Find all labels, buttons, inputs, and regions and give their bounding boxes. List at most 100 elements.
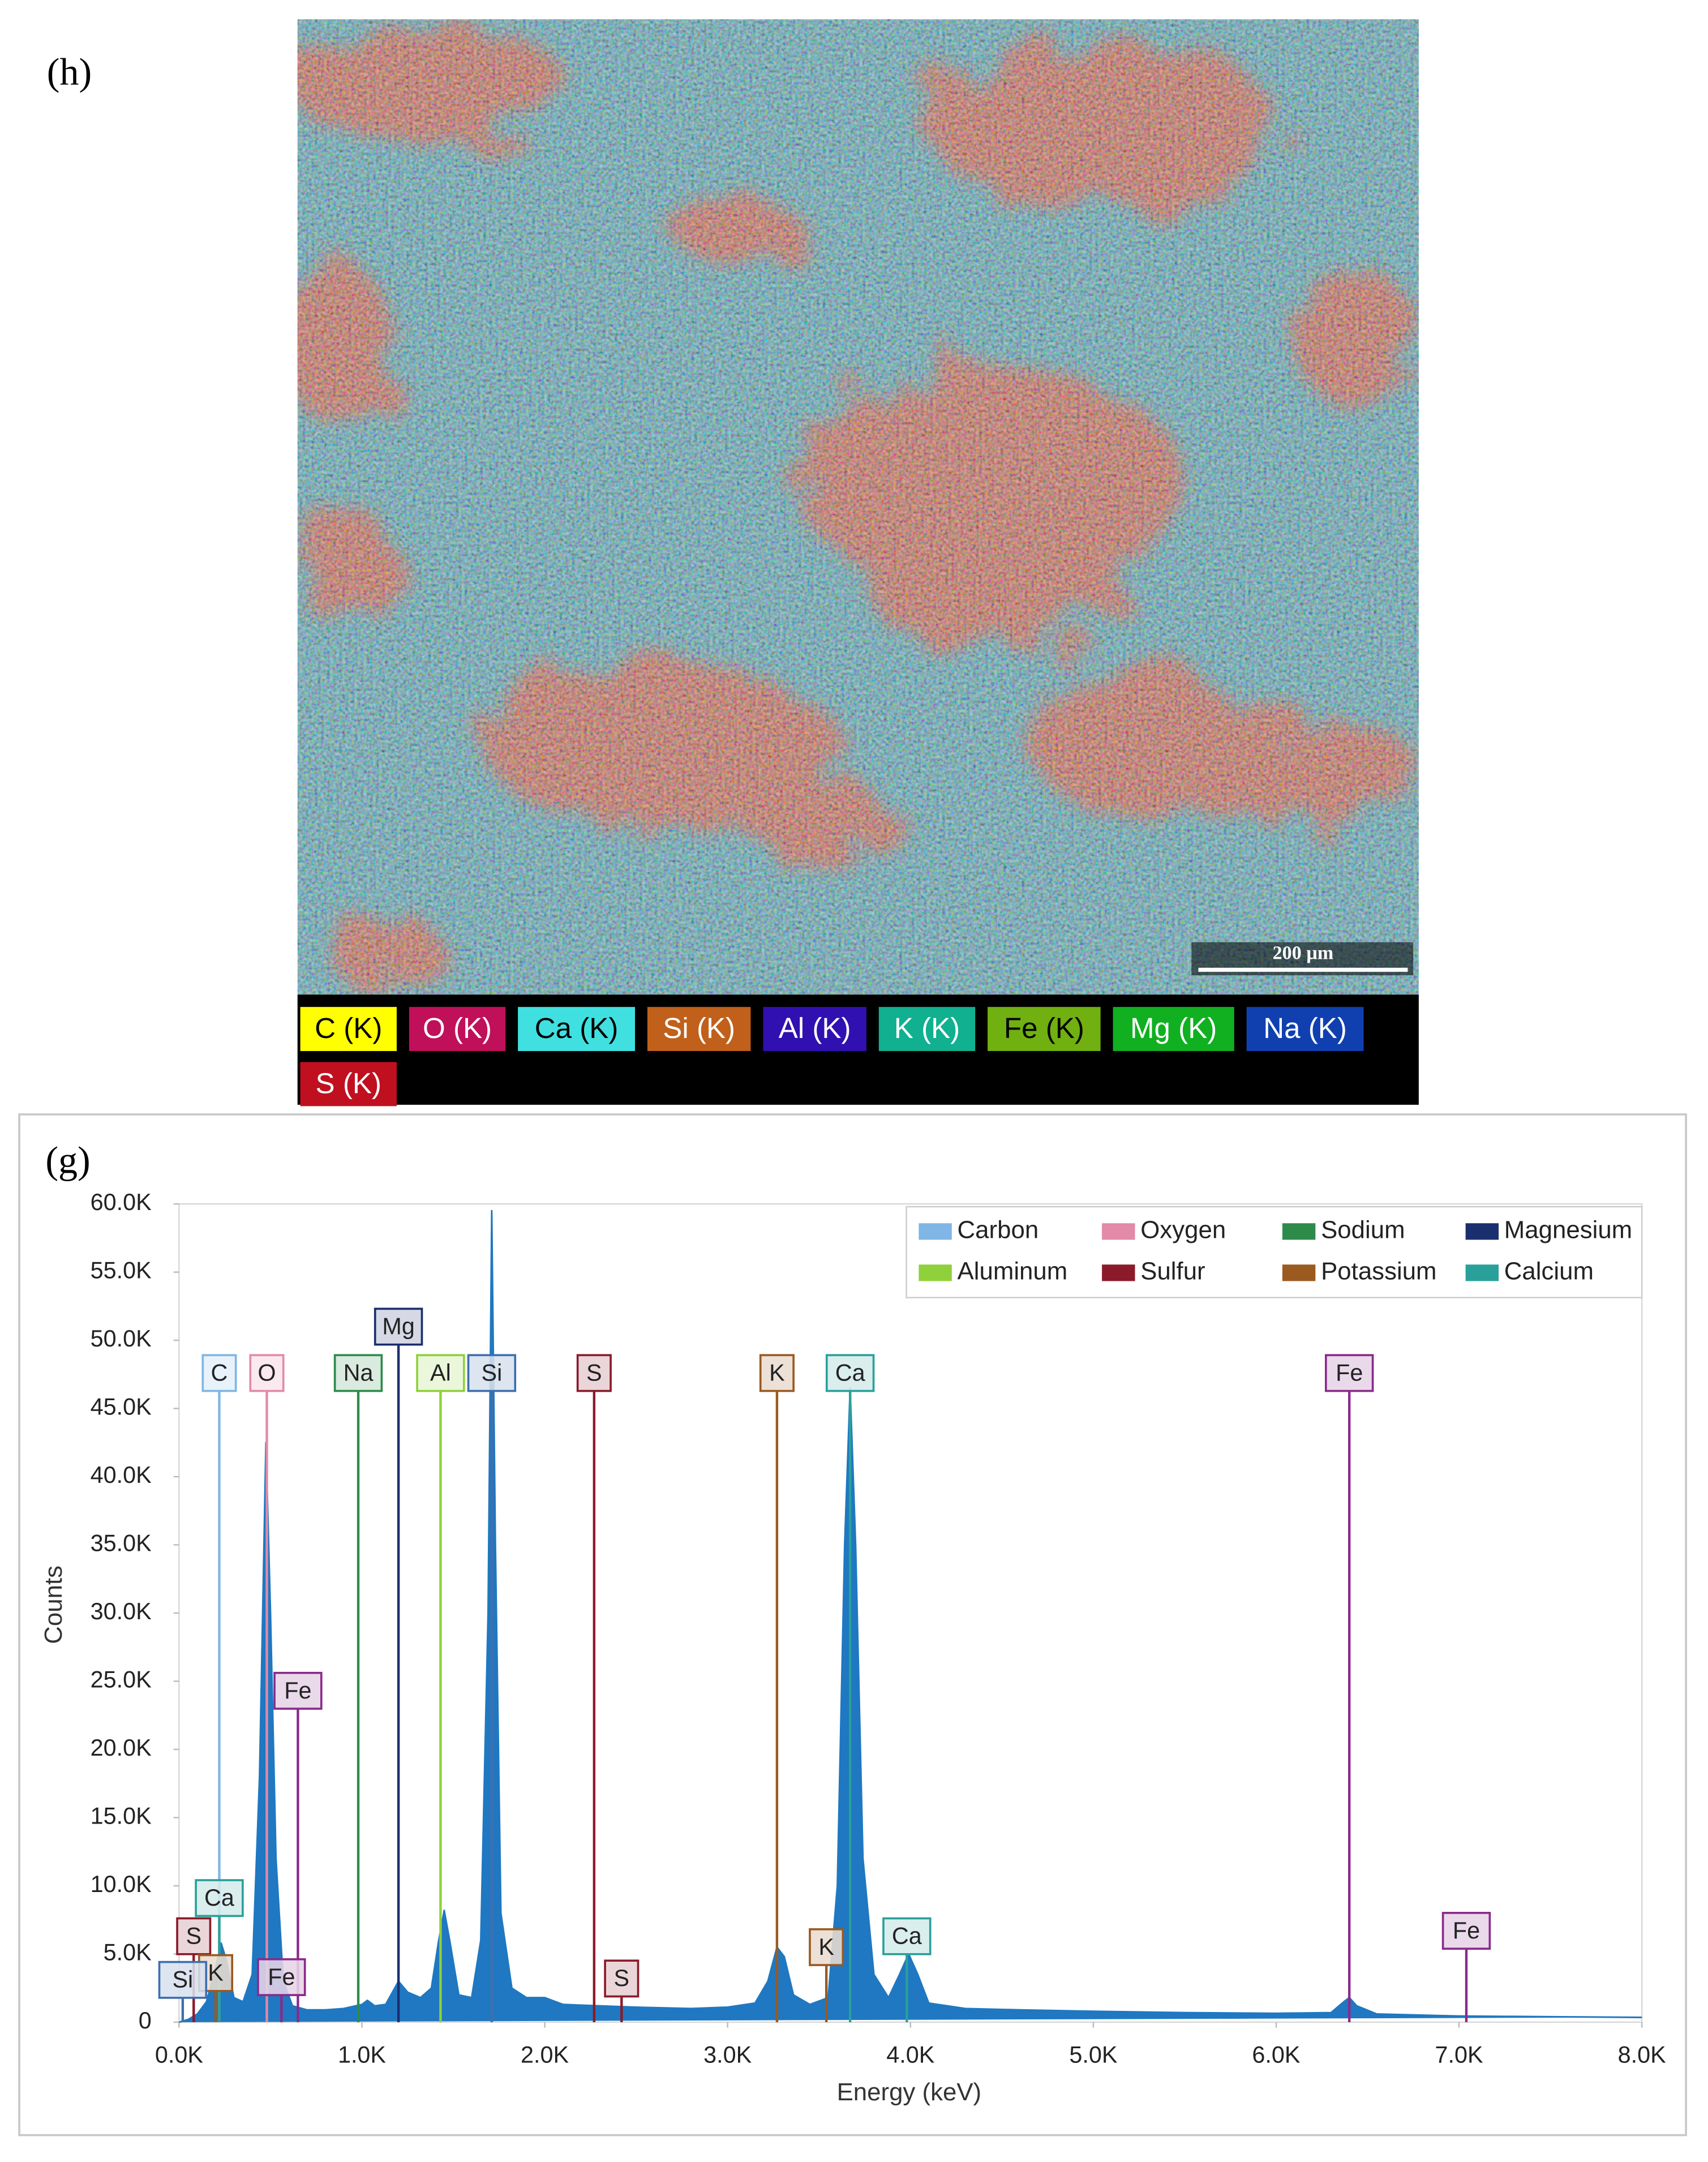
peak-label-tint bbox=[258, 1959, 305, 1996]
legend-swatch bbox=[409, 1007, 506, 1052]
peak-label: C bbox=[211, 1359, 228, 1385]
legend-swatch bbox=[647, 1007, 751, 1052]
legend-swatch bbox=[1102, 1264, 1135, 1281]
legend-swatch bbox=[919, 1223, 952, 1240]
legend-label: Oxygen bbox=[1140, 1216, 1226, 1243]
peak-label-tint bbox=[605, 1961, 638, 1997]
legend-label: S (K) bbox=[316, 1067, 381, 1099]
peak-label-box bbox=[176, 1917, 212, 1955]
legend-label: Si (K) bbox=[663, 1012, 735, 1044]
x-tick-label: 6.0K bbox=[1252, 2042, 1300, 2068]
legend-swatch bbox=[1282, 1264, 1316, 1281]
peak-label-tint bbox=[159, 1962, 207, 1998]
peak-label-tint bbox=[1325, 1355, 1373, 1391]
legend-swatch bbox=[518, 1007, 636, 1052]
y-tick-label: 50.0K bbox=[91, 1325, 152, 1352]
legend-swatch bbox=[1246, 1007, 1364, 1052]
peak-label: Al bbox=[430, 1359, 451, 1385]
legend-label: Sodium bbox=[1321, 1216, 1405, 1243]
y-tick-label: 60.0K bbox=[91, 1189, 152, 1215]
legend-label: Al (K) bbox=[779, 1012, 851, 1044]
peak-label-box bbox=[759, 1354, 795, 1392]
peak-label: O bbox=[258, 1359, 276, 1385]
peak-label: Ca bbox=[835, 1359, 865, 1385]
x-tick-label: 5.0K bbox=[1069, 2042, 1117, 2068]
peak-label-box bbox=[201, 1354, 237, 1392]
peak-label-tint bbox=[826, 1355, 874, 1391]
y-tick-label: 40.0K bbox=[91, 1462, 152, 1488]
peak-label-box bbox=[825, 1354, 875, 1392]
scale-bar-label: 200 µm bbox=[1273, 943, 1334, 964]
peak-label-box bbox=[416, 1354, 465, 1392]
peak-label-tint bbox=[809, 1929, 843, 1966]
x-tick-label: 3.0K bbox=[703, 2042, 752, 2068]
legend-swatch bbox=[878, 1007, 976, 1052]
map-legend: C (K) O (K) Ca (K) Si (K) Al (K) K (K) Fe (K) M… bbox=[300, 1007, 1364, 1106]
peak-label-box bbox=[576, 1354, 612, 1392]
peak-label-box bbox=[273, 1671, 323, 1710]
x-tick-label: 0.0K bbox=[155, 2042, 203, 2068]
legend-swatch bbox=[300, 1062, 397, 1106]
peak-label: S bbox=[613, 1965, 629, 1991]
y-tick-label: 45.0K bbox=[91, 1394, 152, 1420]
peak-label-tint bbox=[203, 1355, 236, 1391]
y-tick-label: 15.0K bbox=[91, 1803, 152, 1829]
peak-label-box bbox=[1441, 1912, 1491, 1950]
peak-label: Fe bbox=[1336, 1359, 1363, 1385]
peak-label-box bbox=[604, 1959, 640, 1998]
peak-label-tint bbox=[334, 1355, 382, 1391]
y-tick-label: 55.0K bbox=[91, 1258, 152, 1284]
legend-label: Ca (K) bbox=[535, 1012, 619, 1044]
peak-label: Fe bbox=[268, 1964, 295, 1990]
peak-label: Na bbox=[344, 1359, 374, 1385]
peak-label: S bbox=[586, 1359, 602, 1385]
peak-label-box bbox=[809, 1928, 844, 1966]
x-axis-label: Energy (keV) bbox=[837, 2078, 982, 2106]
legend-swatch bbox=[988, 1007, 1101, 1052]
legend-swatch bbox=[1282, 1223, 1316, 1240]
y-tick-label: 5.0K bbox=[104, 1939, 152, 1965]
peak-label: S bbox=[186, 1923, 201, 1949]
peak-label: Mg bbox=[382, 1313, 414, 1339]
y-tick-label: 10.0K bbox=[91, 1871, 152, 1897]
panel-label: (h) bbox=[47, 50, 92, 93]
peak-label-tint bbox=[274, 1672, 321, 1709]
peak-label: Fe bbox=[1453, 1918, 1480, 1944]
y-tick-label: 25.0K bbox=[91, 1666, 152, 1692]
peak-label-tint bbox=[417, 1355, 464, 1391]
legend-label: Aluminum bbox=[958, 1257, 1068, 1285]
peak-label-box bbox=[467, 1354, 517, 1392]
peak-label-tint bbox=[1443, 1912, 1490, 1949]
legend-label: Fe (K) bbox=[1004, 1012, 1084, 1044]
legend-label: Mg (K) bbox=[1130, 1012, 1217, 1044]
peak-label: K bbox=[208, 1960, 224, 1986]
peak-label: Si bbox=[482, 1359, 503, 1385]
legend-label: Carbon bbox=[958, 1216, 1039, 1243]
y-tick-label: 35.0K bbox=[91, 1530, 152, 1556]
peak-label-tint bbox=[760, 1355, 794, 1391]
legend-box bbox=[906, 1206, 1643, 1298]
legend-swatch bbox=[1465, 1223, 1499, 1240]
peak-label-box bbox=[1325, 1354, 1374, 1392]
peak-label-tint bbox=[177, 1918, 211, 1954]
peak-label-tint bbox=[883, 1918, 930, 1954]
legend-swatch bbox=[919, 1264, 952, 1281]
peak-label-box bbox=[249, 1354, 285, 1392]
peak-label-box bbox=[333, 1354, 383, 1392]
legend-swatch bbox=[763, 1007, 866, 1052]
x-tick-label: 7.0K bbox=[1435, 2042, 1483, 2068]
panel-label: (g) bbox=[45, 1138, 90, 1181]
peak-label-box bbox=[882, 1917, 932, 1955]
legend-label: C (K) bbox=[315, 1012, 382, 1044]
legend-label: Calcium bbox=[1504, 1257, 1594, 1285]
legend-swatch bbox=[300, 1007, 397, 1052]
x-tick-label: 8.0K bbox=[1618, 2042, 1666, 2068]
x-tick-label: 1.0K bbox=[338, 2042, 386, 2068]
peak-label-box bbox=[374, 1307, 423, 1346]
legend-swatch bbox=[1113, 1007, 1234, 1052]
legend-label: Magnesium bbox=[1504, 1216, 1632, 1243]
legend-swatch bbox=[1465, 1264, 1499, 1281]
legend-label: Na (K) bbox=[1263, 1012, 1347, 1044]
